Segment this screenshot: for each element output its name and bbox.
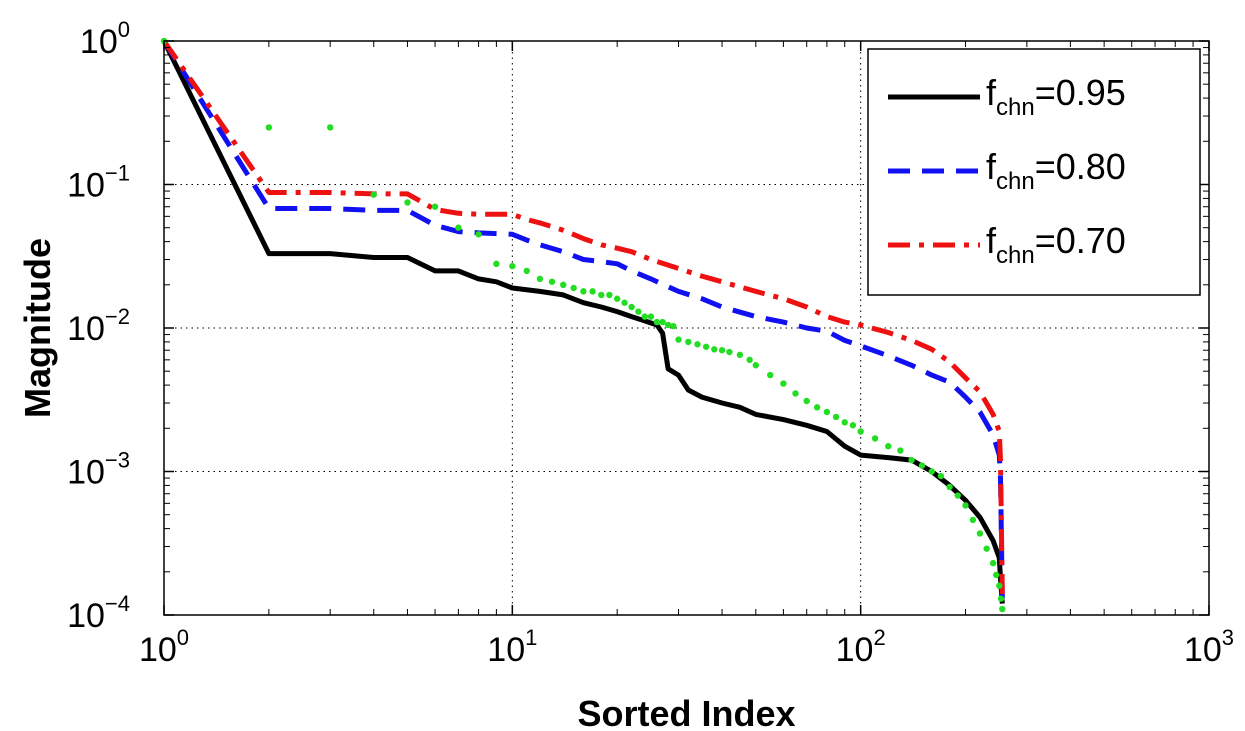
series-3-point (803, 397, 810, 405)
series-3-point (536, 275, 544, 283)
series-3-point (752, 362, 760, 369)
series-3-point (989, 559, 997, 567)
series-3-point (475, 231, 482, 238)
series-3-point (635, 308, 642, 315)
grid (164, 41, 1209, 615)
series-3-point (670, 322, 677, 330)
series-3-point (928, 468, 935, 475)
series-3-point (746, 356, 753, 364)
series-3-point (326, 124, 334, 131)
series-3-point (718, 347, 726, 354)
series-3-point (580, 288, 587, 295)
series-3-point (993, 571, 1000, 579)
y-tick-label: 10−1 (67, 161, 130, 205)
y-tick-label: 10−4 (67, 591, 130, 635)
series-3-point (613, 295, 621, 302)
series-3-point (849, 422, 857, 429)
series-3-point (841, 419, 848, 426)
series-3-point (621, 299, 628, 306)
series-3-point (999, 605, 1006, 613)
series-3-point (560, 281, 567, 289)
series-3-point (983, 545, 990, 552)
x-tick-label: 100 (139, 625, 189, 669)
series-3-point (996, 582, 1003, 589)
legend: fchn=0.95 fchn=0.80 fchn=0.70 (867, 48, 1201, 296)
series-3-point (675, 336, 682, 343)
series-2-line (161, 39, 1005, 595)
series-3-point (813, 404, 821, 411)
series-3-point (598, 291, 605, 299)
series-3-point (885, 443, 892, 450)
series-3-point (606, 291, 613, 299)
series-3-point (736, 351, 744, 359)
series-3-point (780, 380, 787, 387)
x-axis-label: Sorted Index (577, 693, 795, 731)
series-3-point (659, 318, 666, 326)
series-3-point (641, 313, 648, 320)
series-3-point (726, 348, 733, 356)
series-3-point (976, 530, 984, 537)
x-tick-label: 101 (487, 625, 537, 669)
series-3-point (857, 428, 864, 435)
ticks (163, 40, 1210, 616)
y-tick-label: 100 (80, 17, 130, 61)
legend-entry-label: fchn=0.70 (986, 220, 1126, 269)
series-3-point (937, 472, 945, 480)
series-3-point (647, 313, 655, 320)
series-3-point (908, 456, 915, 464)
tick-labels: 100 101 102 103 100 10−1 10−2 10−3 10−4 (67, 17, 1234, 669)
series-3-point (702, 343, 710, 350)
x-tick-label: 103 (1184, 625, 1234, 669)
series-3-point (832, 413, 840, 421)
series-3-point (767, 371, 774, 379)
series-0-line (161, 39, 1005, 604)
series-3-point (628, 303, 635, 311)
series-3-point (493, 260, 500, 268)
series-3-point (589, 288, 596, 295)
series-3-point (997, 595, 1005, 602)
y-tick-label: 10−2 (67, 304, 130, 348)
series-3-point (404, 199, 411, 206)
series-3-point (653, 318, 661, 326)
series-3-point (823, 408, 831, 416)
series-3-point (918, 462, 926, 469)
x-tick-label: 102 (836, 625, 886, 669)
series-3-point (897, 447, 904, 454)
series-3-point (570, 284, 577, 292)
series-3-point (871, 435, 879, 442)
series-3-point (265, 124, 273, 131)
series-3-point (969, 516, 977, 524)
series-3-point (664, 321, 672, 329)
series-3-point (523, 267, 530, 275)
series-3-point (548, 278, 556, 285)
series-1-line (161, 39, 1005, 599)
series-layer (160, 37, 1006, 613)
y-tick-label: 10−3 (67, 448, 130, 492)
series-3-point (711, 346, 718, 353)
series-3-point (946, 483, 953, 491)
series-3-point (792, 390, 799, 397)
series-3-point (431, 203, 439, 210)
legend-entry-label: fchn=0.80 (986, 146, 1126, 195)
legend-entry-label: fchn=0.95 (986, 72, 1126, 121)
series-3-point (685, 338, 692, 346)
series-3-point (370, 191, 377, 198)
series-3-point (954, 492, 961, 499)
series-3-point (694, 341, 701, 348)
series-3-point (509, 262, 516, 270)
series-3-point (455, 224, 462, 231)
series-3-point (962, 502, 969, 509)
y-axis-label: Magnitude (17, 238, 58, 418)
